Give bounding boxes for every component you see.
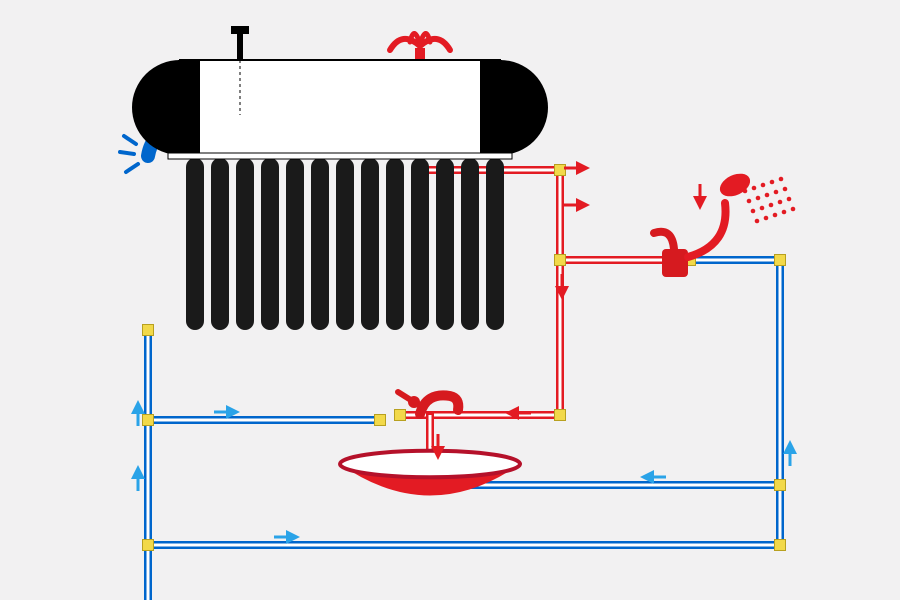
shower-drop bbox=[752, 186, 757, 191]
shower-drop bbox=[764, 216, 769, 221]
pipe-joint bbox=[775, 480, 786, 491]
collector-tube bbox=[461, 158, 479, 330]
shower-drop bbox=[747, 199, 752, 204]
collector-tube bbox=[311, 158, 329, 330]
plumbing-diagram bbox=[0, 0, 900, 600]
collector-tube bbox=[211, 158, 229, 330]
collector-tube bbox=[361, 158, 379, 330]
tank-cap-right bbox=[480, 60, 502, 155]
splash bbox=[120, 152, 134, 154]
tank-sensor bbox=[231, 26, 249, 34]
collector-tube bbox=[436, 158, 454, 330]
collector-tube bbox=[336, 158, 354, 330]
shower-drop bbox=[783, 187, 788, 192]
shower-drop bbox=[755, 219, 760, 224]
shower-drop bbox=[778, 200, 783, 205]
collector-tube bbox=[411, 158, 429, 330]
pipe-joint bbox=[555, 165, 566, 176]
pipe-joint bbox=[143, 540, 154, 551]
shower-drop bbox=[760, 206, 765, 211]
pipe-joint bbox=[555, 255, 566, 266]
shower-drop bbox=[787, 197, 792, 202]
tank-ledge bbox=[168, 153, 512, 159]
shower-drop bbox=[751, 209, 756, 214]
collector-tube bbox=[386, 158, 404, 330]
basin-rim bbox=[340, 451, 520, 477]
shower-drop bbox=[770, 180, 775, 185]
shower-drop bbox=[774, 190, 779, 195]
collector-tube bbox=[486, 158, 504, 330]
shower-drop bbox=[756, 196, 761, 201]
pipe-joint bbox=[775, 255, 786, 266]
shower-drop bbox=[791, 207, 796, 212]
shower-drop bbox=[782, 210, 787, 215]
shower-drop bbox=[743, 189, 748, 194]
tank-sensor bbox=[237, 30, 243, 60]
pipe-joint bbox=[143, 325, 154, 336]
pipe-joint bbox=[555, 410, 566, 421]
shower-drop bbox=[769, 203, 774, 208]
collector-tube bbox=[286, 158, 304, 330]
collector-tube bbox=[261, 158, 279, 330]
shower-mixer-icon bbox=[662, 249, 688, 277]
pipe-joint bbox=[775, 540, 786, 551]
shower-drop bbox=[761, 183, 766, 188]
collector-tube bbox=[236, 158, 254, 330]
tank-cap-left bbox=[178, 60, 200, 155]
tank-body bbox=[180, 60, 500, 155]
collector-tube bbox=[186, 158, 204, 330]
shower-drop bbox=[765, 193, 770, 198]
shower-drop bbox=[773, 213, 778, 218]
pipe-joint bbox=[143, 415, 154, 426]
pipe-joint bbox=[395, 410, 406, 421]
shower-drop bbox=[779, 177, 784, 182]
pipe-joint bbox=[375, 415, 386, 426]
